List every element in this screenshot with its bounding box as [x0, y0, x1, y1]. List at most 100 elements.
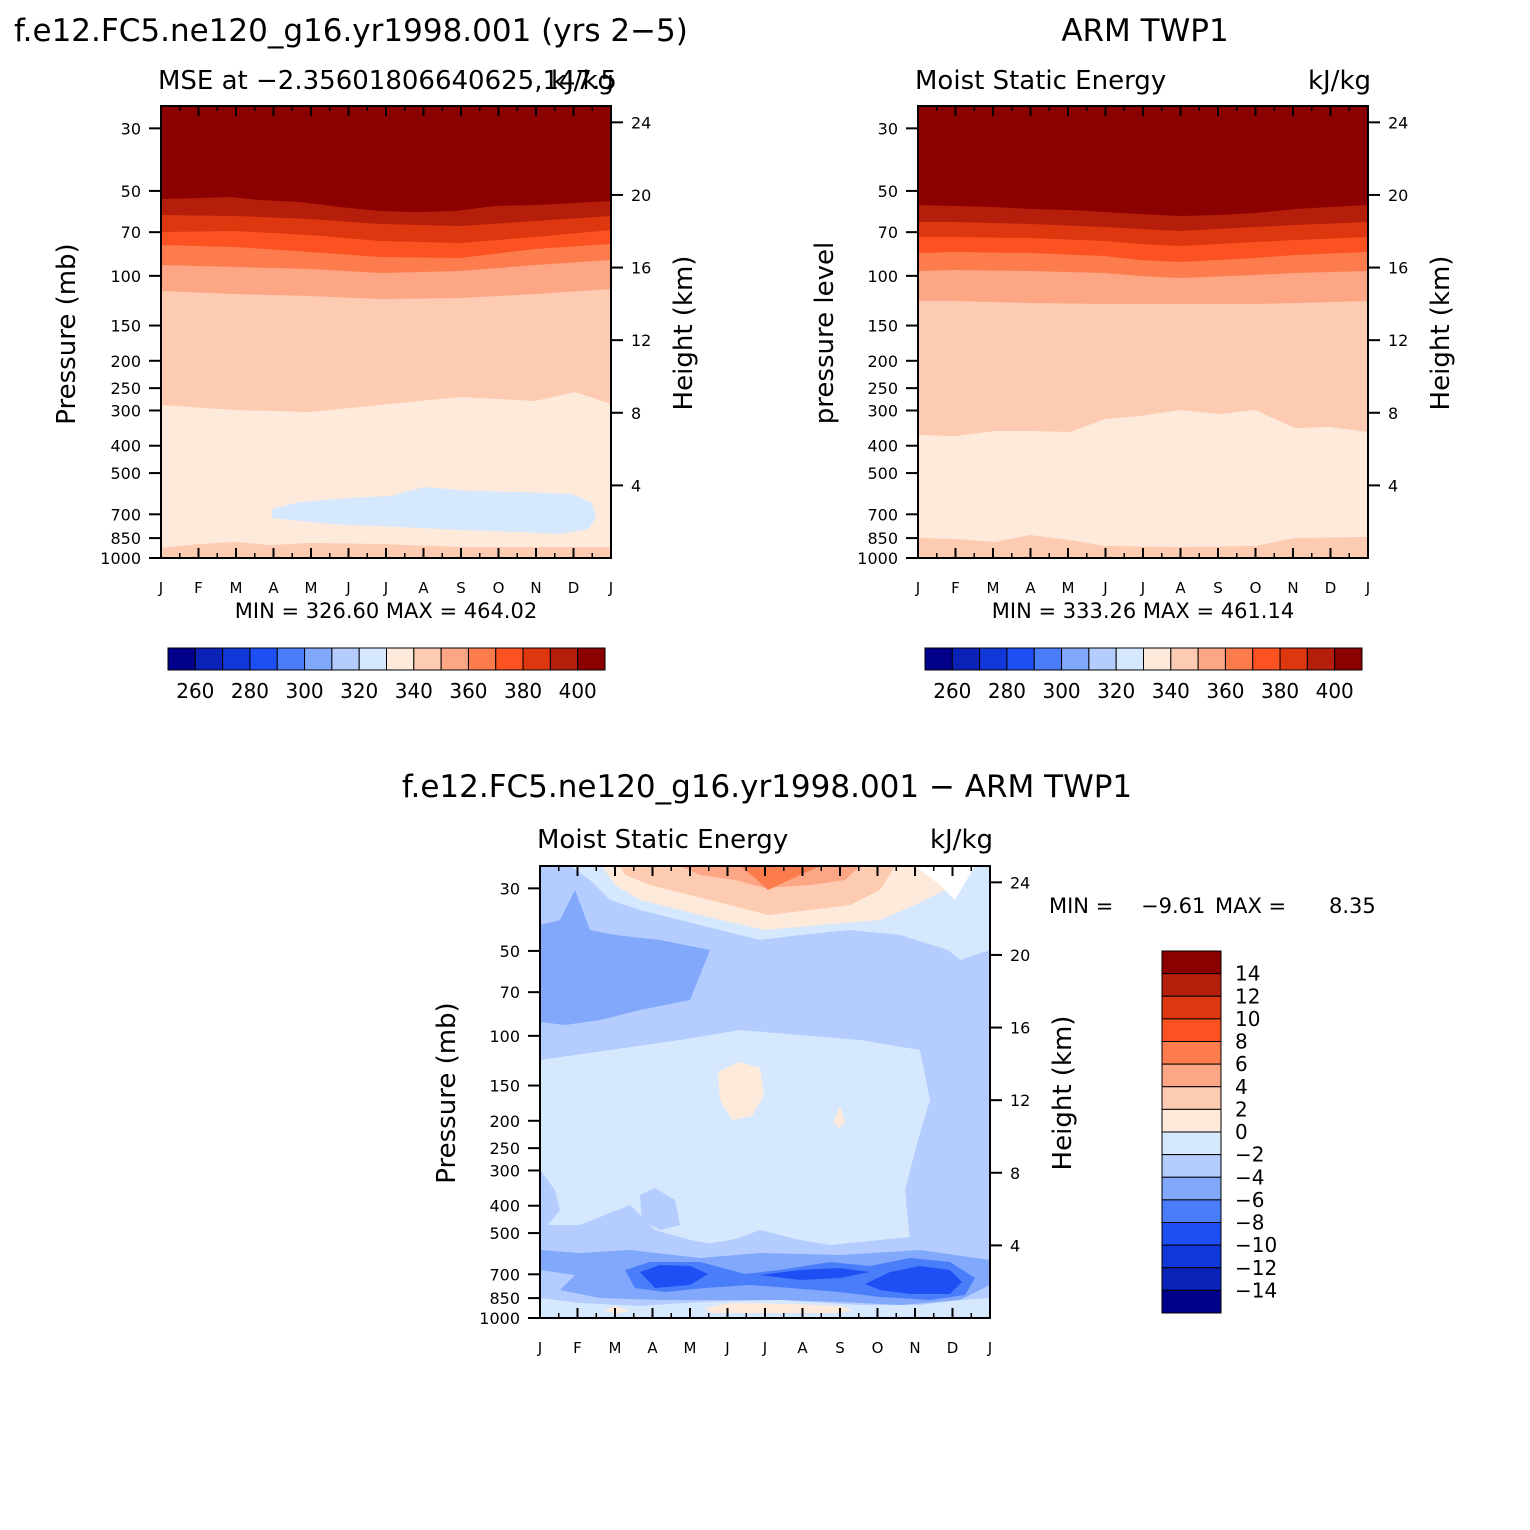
contour-band — [865, 1266, 962, 1294]
panel-model-right-label: kJ/kg — [551, 66, 614, 96]
colorbar-label: 380 — [1261, 679, 1299, 703]
colorbar-box — [1224, 647, 1254, 671]
panel-model-axes: J F M A M J J A S O N D J 30 50 70 100 150 200 250 300 400 500… — [100, 106, 651, 597]
y-pressure-label: 30 — [500, 879, 520, 898]
x-tick-label: J — [383, 579, 388, 597]
colorbar-box — [331, 647, 360, 671]
colorbar-box — [1161, 950, 1222, 975]
y-pressure-label: 400 — [110, 437, 141, 456]
contour-band — [540, 1170, 560, 1228]
colorbar-box — [1161, 1131, 1222, 1156]
panel-obs-axes: J F M A M J J A S O N D J 30 50 70 100 150 200 250 300 400 500… — [857, 106, 1408, 597]
panel-model-contours — [161, 106, 611, 558]
y-pressure-label: 850 — [867, 529, 898, 548]
panel-diff-title: f.e12.FC5.ne120_g16.yr1998.001 − ARM TWP… — [402, 769, 1132, 805]
y-pressure-label: 1000 — [857, 549, 898, 568]
x-tick-label: J — [987, 1339, 992, 1357]
y-height-label: 8 — [631, 404, 641, 423]
panel-obs-contours — [918, 106, 1368, 558]
colorbar-box — [386, 647, 415, 671]
panel-obs-ylabel-left: pressure level — [810, 242, 840, 424]
y-pressure-label: 1000 — [479, 1309, 520, 1328]
y-height-label: 16 — [631, 259, 651, 278]
colorbar-box — [1252, 647, 1281, 671]
y-pressure-label: 500 — [110, 464, 141, 483]
colorbar-box — [1033, 647, 1063, 671]
y-pressure-label: 50 — [500, 942, 520, 961]
y-pressure-label: 200 — [489, 1112, 520, 1131]
colorbar-label: 320 — [1097, 679, 1135, 703]
colorbar-box — [304, 647, 333, 671]
y-height-label: 4 — [1010, 1236, 1020, 1255]
panel-diff-contours — [540, 866, 990, 1318]
x-tick-label: J — [1102, 579, 1107, 597]
panel-obs-left-label: Moist Static Energy — [915, 66, 1166, 96]
y-height-label: 12 — [1010, 1091, 1030, 1110]
colorbar-box — [1161, 1289, 1222, 1314]
y-pressure-label: 400 — [867, 437, 898, 456]
colorbar-box — [1161, 995, 1222, 1020]
colorbar-box — [1197, 647, 1226, 671]
y-pressure-label: 700 — [489, 1265, 520, 1284]
colorbar-box — [1161, 1108, 1222, 1133]
colorbar-box — [577, 647, 606, 671]
x-tick-label: F — [951, 579, 960, 597]
colorbar-box — [1334, 647, 1363, 671]
contour-band — [272, 487, 596, 534]
y-pressure-label: 850 — [489, 1289, 520, 1308]
panel-model-stats: MIN = 326.60 MAX = 464.02 — [235, 599, 537, 623]
y-pressure-label: 200 — [867, 352, 898, 371]
colorbar-label: 6 — [1235, 1052, 1248, 1076]
contour-band — [640, 1265, 708, 1288]
y-pressure-label: 150 — [489, 1077, 520, 1096]
colorbar-box — [467, 647, 497, 671]
y-pressure-label: 250 — [867, 379, 898, 398]
y-pressure-label: 200 — [110, 352, 141, 371]
colorbar-label: 300 — [285, 679, 323, 703]
x-tick-label: D — [568, 579, 580, 597]
colorbar-box — [1161, 1199, 1222, 1223]
y-height-label: 8 — [1388, 404, 1398, 423]
y-pressure-label: 250 — [110, 379, 141, 398]
colorbar-label: −14 — [1235, 1278, 1277, 1302]
y-height-label: 16 — [1388, 259, 1408, 278]
panel-obs-title: ARM TWP1 — [1061, 13, 1228, 49]
x-tick-label: F — [573, 1339, 582, 1357]
y-height-label: 4 — [1388, 476, 1398, 495]
x-tick-label: J — [762, 1339, 767, 1357]
x-tick-label: D — [947, 1339, 959, 1357]
y-pressure-label: 70 — [878, 223, 898, 242]
y-height-label: 24 — [1010, 873, 1030, 892]
x-tick-label: M — [230, 579, 243, 597]
colorbar-box — [440, 647, 469, 671]
y-pressure-label: 70 — [121, 223, 141, 242]
x-tick-label: A — [418, 579, 429, 597]
panel-model-ylabel-right: Height (km) — [669, 256, 699, 411]
colorbar-box — [1161, 973, 1222, 997]
contour-band — [915, 866, 975, 900]
panel-diff-min-value: −9.61 — [1141, 894, 1205, 918]
x-tick-label: O — [872, 1339, 884, 1357]
colorbar-label: 280 — [231, 679, 269, 703]
contour-band — [161, 106, 611, 212]
colorbar-box — [1006, 647, 1035, 671]
colorbar-box — [194, 647, 224, 671]
colorbar-box — [495, 647, 524, 671]
y-pressure-label: 150 — [110, 317, 141, 336]
panel-diff-ylabel-right: Height (km) — [1048, 1016, 1078, 1171]
y-height-label: 4 — [631, 476, 641, 495]
y-height-label: 20 — [1010, 946, 1030, 965]
x-tick-label: N — [530, 579, 541, 597]
panel-obs-stats: MIN = 333.26 MAX = 461.14 — [992, 599, 1294, 623]
colorbar-box — [1161, 1018, 1222, 1042]
colorbar-box — [951, 647, 981, 671]
colorbar-label: 360 — [1206, 679, 1244, 703]
colorbar-label: −2 — [1235, 1143, 1264, 1167]
colorbar-box — [1306, 647, 1336, 671]
panel-model-title: f.e12.FC5.ne120_g16.yr1998.001 (yrs 2−5) — [14, 13, 688, 49]
y-pressure-label: 850 — [110, 529, 141, 548]
panel-diff-ylabel-left: Pressure (mb) — [432, 1002, 462, 1183]
panel-model-colorbar: 260 280 300 320 340 360 380 400 — [167, 647, 606, 703]
x-tick-label: F — [194, 579, 203, 597]
